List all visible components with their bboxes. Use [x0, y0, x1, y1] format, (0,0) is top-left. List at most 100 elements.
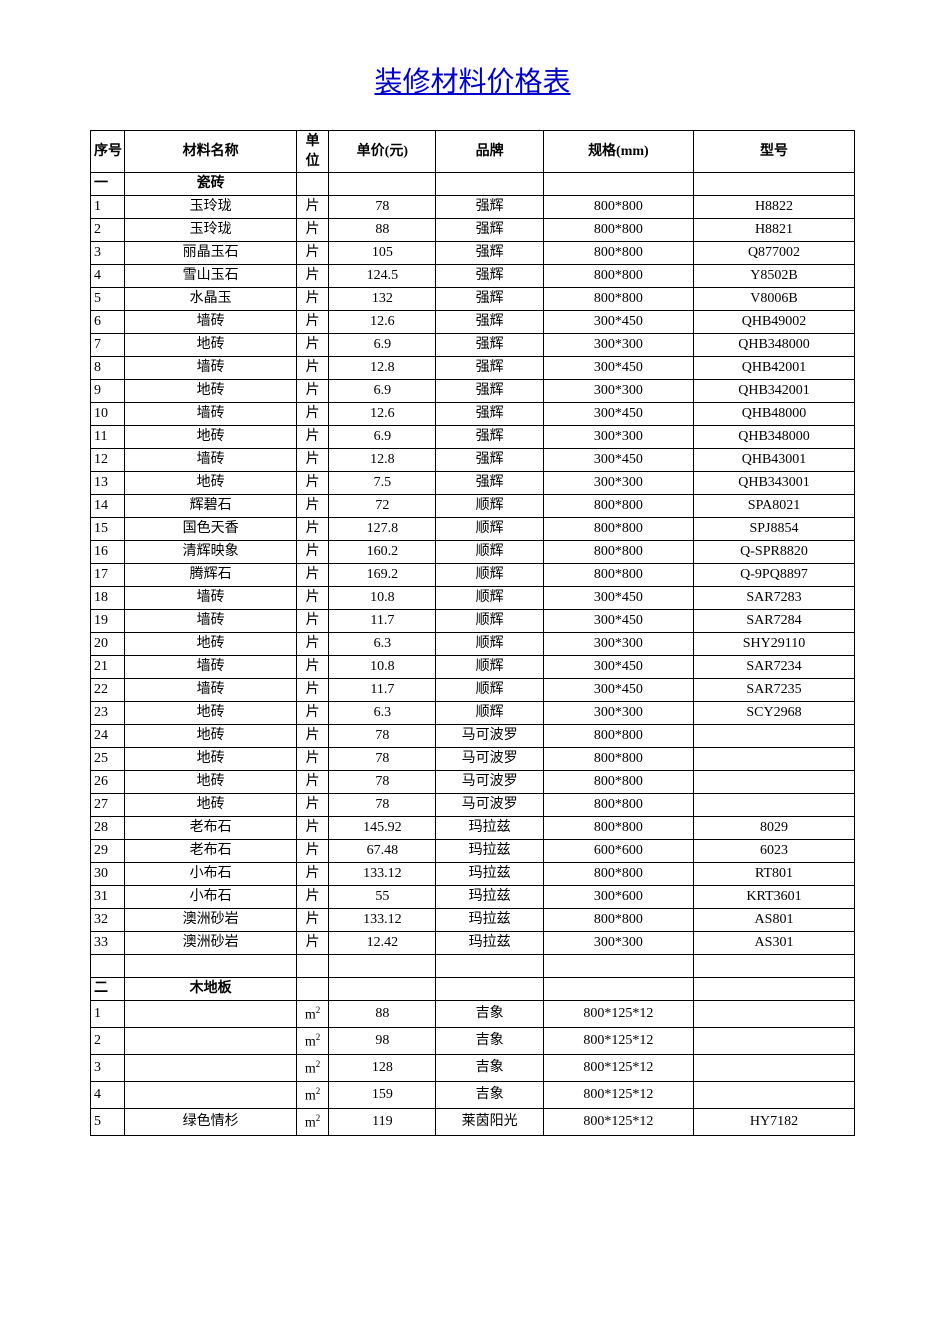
cell-model: SAR7283 [694, 587, 855, 610]
cell-unit: 片 [297, 702, 329, 725]
cell-brand: 马可波罗 [436, 748, 543, 771]
cell-price: 78 [329, 196, 436, 219]
cell-name: 墙砖 [125, 449, 297, 472]
cell-unit: 片 [297, 541, 329, 564]
document-page: 装修材料价格表 序号 材料名称 单位 单价(元) 品牌 规格(mm) 型号 一瓷… [0, 0, 945, 1196]
cell-brand: 马可波罗 [436, 771, 543, 794]
cell-seq: 22 [91, 679, 125, 702]
cell-name: 地砖 [125, 771, 297, 794]
section-row: 一瓷砖 [91, 173, 855, 196]
blank-row [91, 955, 855, 978]
cell-price: 12.8 [329, 449, 436, 472]
cell-spec: 800*800 [543, 863, 693, 886]
cell-brand: 玛拉兹 [436, 909, 543, 932]
cell-spec: 300*450 [543, 679, 693, 702]
cell-unit: 片 [297, 725, 329, 748]
cell-brand: 强辉 [436, 472, 543, 495]
table-row: 6墙砖片12.6强辉300*450QHB49002 [91, 311, 855, 334]
cell-spec: 300*450 [543, 403, 693, 426]
cell-seq: 15 [91, 518, 125, 541]
cell-brand: 玛拉兹 [436, 932, 543, 955]
cell-model: SAR7235 [694, 679, 855, 702]
section-name: 木地板 [125, 978, 297, 1001]
cell-seq: 7 [91, 334, 125, 357]
cell-price: 119 [329, 1109, 436, 1136]
cell-brand: 顺辉 [436, 495, 543, 518]
table-row: 17腾辉石片169.2顺辉800*800Q-9PQ8897 [91, 564, 855, 587]
cell-spec: 800*800 [543, 288, 693, 311]
cell-model [694, 1028, 855, 1055]
col-header-brand: 品牌 [436, 131, 543, 173]
cell-unit: 片 [297, 380, 329, 403]
cell-name: 老布石 [125, 817, 297, 840]
cell-seq: 13 [91, 472, 125, 495]
cell-seq: 14 [91, 495, 125, 518]
cell-name: 墙砖 [125, 656, 297, 679]
cell-brand: 玛拉兹 [436, 886, 543, 909]
cell-unit: 片 [297, 288, 329, 311]
cell-name: 玉玲珑 [125, 219, 297, 242]
section-empty [329, 978, 436, 1001]
cell-name: 地砖 [125, 380, 297, 403]
cell-name [125, 1055, 297, 1082]
cell-name: 雪山玉石 [125, 265, 297, 288]
table-row: 22墙砖片11.7顺辉300*450SAR7235 [91, 679, 855, 702]
cell-unit: 片 [297, 403, 329, 426]
table-row: 4雪山玉石片124.5强辉800*800Y8502B [91, 265, 855, 288]
cell-model: KRT3601 [694, 886, 855, 909]
cell-model [694, 771, 855, 794]
cell-spec: 300*300 [543, 932, 693, 955]
cell-unit: 片 [297, 518, 329, 541]
cell-spec: 800*125*12 [543, 1028, 693, 1055]
cell-model: H8821 [694, 219, 855, 242]
cell-spec: 800*800 [543, 748, 693, 771]
cell-seq: 3 [91, 242, 125, 265]
cell-price: 55 [329, 886, 436, 909]
cell-model: Y8502B [694, 265, 855, 288]
cell-name: 墙砖 [125, 311, 297, 334]
cell-model: AS801 [694, 909, 855, 932]
table-row: 3丽晶玉石片105强辉800*800Q877002 [91, 242, 855, 265]
section-empty [436, 173, 543, 196]
section-empty [297, 978, 329, 1001]
cell-seq: 5 [91, 288, 125, 311]
section-empty [297, 173, 329, 196]
cell-brand: 强辉 [436, 449, 543, 472]
cell-brand: 顺辉 [436, 610, 543, 633]
cell-price: 10.8 [329, 656, 436, 679]
cell-name [125, 1001, 297, 1028]
cell-model: QHB342001 [694, 380, 855, 403]
cell-unit: 片 [297, 564, 329, 587]
cell-unit: m2 [297, 1055, 329, 1082]
col-header-spec: 规格(mm) [543, 131, 693, 173]
cell-price: 11.7 [329, 679, 436, 702]
blank-cell [329, 955, 436, 978]
cell-spec: 300*300 [543, 702, 693, 725]
cell-price: 12.42 [329, 932, 436, 955]
cell-brand: 玛拉兹 [436, 817, 543, 840]
cell-model: HY7182 [694, 1109, 855, 1136]
cell-seq: 31 [91, 886, 125, 909]
cell-brand: 强辉 [436, 219, 543, 242]
cell-unit: m2 [297, 1001, 329, 1028]
cell-name: 水晶玉 [125, 288, 297, 311]
price-table: 序号 材料名称 单位 单价(元) 品牌 规格(mm) 型号 一瓷砖1玉玲珑片78… [90, 130, 855, 1136]
table-row: 8墙砖片12.8强辉300*450QHB42001 [91, 357, 855, 380]
cell-name: 丽晶玉石 [125, 242, 297, 265]
section-empty [329, 173, 436, 196]
cell-unit: 片 [297, 633, 329, 656]
cell-price: 6.9 [329, 380, 436, 403]
cell-model: QHB49002 [694, 311, 855, 334]
table-row: 26地砖片78马可波罗800*800 [91, 771, 855, 794]
cell-name: 绿色情杉 [125, 1109, 297, 1136]
blank-cell [91, 955, 125, 978]
table-head: 序号 材料名称 单位 单价(元) 品牌 规格(mm) 型号 [91, 131, 855, 173]
cell-seq: 24 [91, 725, 125, 748]
cell-brand: 玛拉兹 [436, 840, 543, 863]
cell-spec: 800*800 [543, 242, 693, 265]
cell-unit: 片 [297, 679, 329, 702]
cell-brand: 马可波罗 [436, 794, 543, 817]
cell-name: 澳洲砂岩 [125, 932, 297, 955]
table-row: 5绿色情杉m2119莱茵阳光800*125*12HY7182 [91, 1109, 855, 1136]
cell-unit: m2 [297, 1082, 329, 1109]
